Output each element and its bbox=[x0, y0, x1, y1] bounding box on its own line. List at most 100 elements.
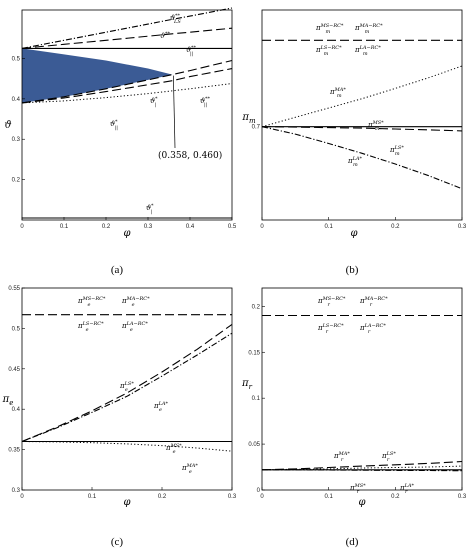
y-axis-label: πr bbox=[241, 378, 253, 391]
panel-caption: (b) bbox=[346, 264, 359, 276]
x-tick-label: 0.1 bbox=[88, 494, 97, 500]
x-axis-label: φ bbox=[350, 228, 357, 239]
curve-label: πMS* e bbox=[165, 443, 182, 455]
curve-label: ϑ** || bbox=[200, 96, 211, 108]
plot-frame bbox=[261, 9, 463, 221]
curve-label: πMA* m bbox=[329, 87, 346, 99]
x-tick-label: 0.3 bbox=[228, 494, 237, 500]
plot-frame bbox=[21, 9, 233, 221]
annotation-text: (0.358, 0.460) bbox=[158, 150, 222, 161]
series-line bbox=[21, 59, 233, 104]
series-line bbox=[21, 27, 233, 49]
curve-label: πLA−RC* r bbox=[359, 323, 386, 335]
series-line bbox=[21, 332, 233, 443]
curve-label: ϑ* | bbox=[150, 96, 158, 108]
y-axis-label: πm bbox=[241, 112, 256, 125]
series-line bbox=[21, 441, 233, 452]
panel-2: 0 0.1 0.2 0.3 0.3 0.35 0.4 0.45 0.5 0.55 πe φ (c) bbox=[2, 286, 237, 548]
y-tick-label: 0.5 bbox=[12, 56, 21, 62]
panel-0: 0 0.1 0.2 0.3 0.4 0.5 0.2 0.3 0.4 0.5 ϑ φ (a) (0.358,… bbox=[4, 7, 237, 276]
annotation-arrow bbox=[173, 75, 176, 149]
curve-label: πLS* m bbox=[389, 145, 404, 157]
curve-label: ϑ** bbox=[160, 31, 171, 40]
curve-label: ϑ* | bbox=[146, 203, 154, 215]
x-tick-label: 0.2 bbox=[158, 494, 167, 500]
y-axis-label: ϑ bbox=[4, 120, 11, 131]
curve-label: πLS−RC* r bbox=[317, 323, 344, 335]
panel-caption: (a) bbox=[111, 264, 124, 276]
x-tick-label: 0.2 bbox=[102, 224, 111, 230]
x-tick-label: 0.1 bbox=[324, 224, 333, 230]
x-tick-label: 0.5 bbox=[228, 224, 237, 230]
y-tick-label: 0.45 bbox=[8, 367, 20, 373]
x-tick-label: 0.2 bbox=[391, 494, 400, 500]
plot-frame bbox=[21, 287, 233, 491]
x-tick-label: 0.3 bbox=[458, 224, 467, 230]
x-tick-label: 0.3 bbox=[458, 494, 467, 500]
y-tick-label: 0.5 bbox=[12, 326, 21, 332]
curve-label: πMS* m bbox=[367, 120, 384, 132]
x-axis-label: φ bbox=[358, 497, 365, 508]
y-tick-label: 0.7 bbox=[252, 125, 261, 131]
curve-label: πMA−RC* r bbox=[359, 296, 388, 308]
x-tick-label: 0 bbox=[20, 494, 24, 500]
curve-label: πLA* r bbox=[399, 483, 415, 495]
x-axis-label: φ bbox=[123, 497, 130, 508]
curve-label: πLA* m bbox=[347, 156, 363, 168]
curve-label: πMS* r bbox=[349, 483, 366, 495]
curve-label: πMA−RC* e bbox=[121, 296, 150, 308]
curve-label: ϑ** || bbox=[186, 45, 197, 57]
curve-label: πMA* e bbox=[181, 463, 198, 475]
series-line bbox=[261, 460, 463, 471]
y-tick-label: 0 bbox=[257, 488, 261, 494]
y-tick-label: 0.2 bbox=[12, 178, 21, 184]
curve-label: ϑ** LS bbox=[170, 13, 181, 25]
curve-label: πLS* r bbox=[381, 451, 396, 463]
y-tick-label: 0.2 bbox=[252, 304, 261, 310]
curve-label: πMA−RC* m bbox=[354, 23, 383, 35]
x-tick-label: 0 bbox=[260, 224, 264, 230]
y-tick-label: 0.1 bbox=[252, 396, 261, 402]
curve-label: πLS* e bbox=[119, 381, 134, 393]
curve-label: πMS−RC* e bbox=[77, 296, 106, 308]
series-line bbox=[21, 83, 233, 104]
curve-label: πMA* r bbox=[333, 451, 350, 463]
x-tick-label: 0.4 bbox=[186, 224, 195, 230]
y-axis-label: πe bbox=[2, 394, 14, 407]
curve-label: ϑ* || bbox=[110, 119, 118, 131]
y-tick-label: 0.4 bbox=[12, 97, 21, 103]
panel-caption: (d) bbox=[346, 536, 359, 548]
series-line bbox=[261, 65, 463, 128]
series-line bbox=[261, 126, 463, 190]
y-tick-label: 0.35 bbox=[8, 448, 20, 454]
y-tick-label: 0.55 bbox=[8, 286, 20, 292]
x-tick-label: 0.2 bbox=[391, 224, 400, 230]
series-line bbox=[21, 68, 233, 104]
y-tick-label: 0.4 bbox=[12, 407, 21, 413]
x-tick-label: 0 bbox=[20, 224, 24, 230]
panel-3: 0 0.1 0.2 0.3 0 0.05 0.1 0.15 0.2 πr φ (d) bbox=[241, 287, 467, 548]
curve-label: πMS−RC* m bbox=[315, 23, 344, 35]
x-tick-label: 0 bbox=[260, 494, 264, 500]
x-tick-label: 0.3 bbox=[144, 224, 153, 230]
y-tick-label: 0.3 bbox=[12, 137, 21, 143]
series-line bbox=[21, 323, 233, 443]
y-tick-label: 0.3 bbox=[12, 488, 21, 494]
curve-label: πLS−RC* e bbox=[77, 321, 104, 333]
curve-label: πMS−RC* r bbox=[317, 296, 346, 308]
x-tick-label: 0.1 bbox=[324, 494, 333, 500]
curve-labels: ϑ** LS ϑ** ϑ** || ϑ* | ϑ** || ϑ* || ϑ* | πMS−RC* m πMA−… bbox=[77, 13, 415, 495]
series-line bbox=[21, 7, 233, 49]
x-axis-label: φ bbox=[123, 228, 130, 239]
x-tick-label: 0.1 bbox=[60, 224, 69, 230]
curve-label: πLA* e bbox=[153, 401, 169, 413]
y-tick-label: 0.15 bbox=[248, 350, 260, 356]
series-line bbox=[261, 465, 463, 471]
curve-label: πLA−RC* e bbox=[121, 321, 148, 333]
shaded-region bbox=[22, 48, 173, 103]
plot-frame bbox=[261, 287, 463, 491]
y-tick-label: 0.05 bbox=[248, 442, 260, 448]
series-line bbox=[261, 126, 463, 132]
curve-label: πLS−RC* m bbox=[315, 45, 342, 57]
